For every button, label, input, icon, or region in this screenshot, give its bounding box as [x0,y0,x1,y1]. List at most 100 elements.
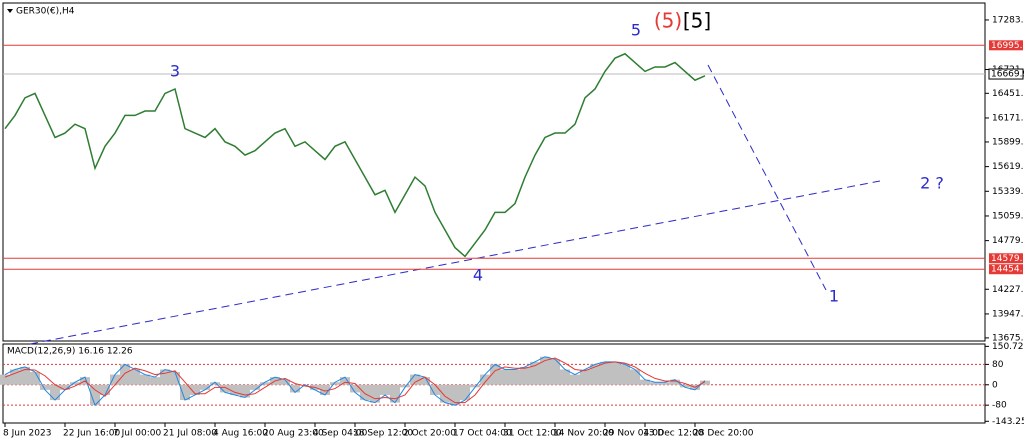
macd-bar [130,369,140,385]
x-tick-label: 4 Aug 16:00 [213,429,268,439]
macd-bar [640,379,650,385]
macd-bar [680,384,690,388]
x-tick-label: 18 Sep 12:00 [353,429,413,439]
y-tick-label: 13675.1 [992,333,1024,343]
y-tick-label: 15899.1 [992,137,1024,147]
y-tick-label: 16171.1 [992,113,1024,123]
wave-label: 2 ? [920,174,944,193]
wave-label: [5] [683,9,711,33]
macd-bar [200,384,210,390]
macd-bar [420,377,430,385]
macd-bar [590,364,600,385]
macd-bar [440,384,450,403]
x-tick-label: 31 Oct 12:00 [503,429,562,439]
signal-line [4,357,706,404]
macd-y-tick-label: -143.25 [992,417,1024,427]
y-tick-label: 15059.1 [992,211,1024,221]
level-label-bg [989,253,1023,264]
macd-bar [700,380,710,385]
x-tick-label: 21 Jul 08:00 [163,429,217,439]
macd-bar [120,364,130,385]
macd-bar [360,384,370,401]
price-line [4,52,706,258]
x-tick-label: 17 Oct 04:00 [453,429,512,439]
x-tick-label: 14 Nov 20:00 [553,429,614,439]
macd-bar [190,384,200,395]
y-tick-label: 14779.1 [992,236,1024,246]
macd-bar [510,369,520,385]
macd-bar [50,384,60,401]
macd-bar [260,382,270,385]
macd-bar [30,372,40,385]
level-label: 14454.7 [991,265,1024,275]
macd-bar [140,374,150,385]
level-label: 14579.1 [991,254,1024,264]
macd-y-tick-label: 150.72 [992,342,1024,352]
macd-bar [600,361,610,385]
macd-bar [40,384,50,390]
macd-bar [320,384,330,395]
y-tick-label: 15619.1 [992,162,1024,172]
price-frame [2,2,986,342]
macd-y-tick-label: 0 [992,380,998,390]
y-tick-label: 17283.5 [992,15,1024,25]
macd-bar [560,369,570,385]
x-tick-label: 7 Jul 00:00 [113,429,162,439]
wave-label: 3 [170,62,180,81]
current-price-bg [988,68,1024,80]
menu-triangle [7,9,13,13]
macd-bar [240,384,250,398]
macd-bar [380,384,390,395]
macd-bar [470,384,480,388]
macd-bar [460,384,470,401]
macd-bar [10,369,20,385]
x-tick-label: 13 Dec 12:00 [643,429,704,439]
macd-bar [580,369,590,385]
macd-bar [630,369,640,385]
macd-bar [540,356,550,385]
projection-line [707,64,827,291]
x-tick-label: 22 Jun 16:00 [63,429,120,439]
macd-bar [520,366,530,385]
macd-bar [150,377,160,385]
macd-bar [410,374,420,385]
x-tick-label: 28 Dec 20:00 [693,429,754,439]
macd-bar [570,374,580,385]
y-tick-label: 16451.1 [992,89,1024,99]
macd-y-tick-label: -80 [992,401,1007,411]
current-price-label: 16669.9 [991,70,1024,80]
macd-bar [660,382,670,385]
macd-bar [340,377,350,385]
macd-bar [650,382,660,385]
level-label-bg [989,40,1023,51]
macd-bar [160,369,170,385]
macd-bar [370,384,380,403]
level-label-bg [989,264,1023,275]
macd-bar [670,379,680,385]
macd-bar [330,382,340,385]
macd-bar [400,384,410,388]
x-tick-label: 8 Jun 2023 [3,429,51,439]
macd-bar [610,361,620,385]
macd-bar [0,374,10,385]
macd-bar [290,384,300,393]
macd-bar [450,384,460,406]
macd-title: MACD(12,26,9) 16.16 12.26 [7,347,133,357]
x-tick-label: 2 Oct 20:00 [403,429,456,439]
macd-line [4,356,706,407]
y-tick-label: 15339.1 [992,187,1024,197]
macd-bar [70,382,80,385]
macd-bar [280,379,290,385]
macd-y-tick-label: 80 [992,360,1004,370]
macd-bar [530,361,540,385]
x-tick-label: 29 Nov 04:00 [603,429,664,439]
macd-bar [110,374,120,385]
macd-bar [210,382,220,385]
macd-bar [550,359,560,385]
macd-bar [430,384,440,395]
macd-bar [620,364,630,385]
macd-bar [90,384,100,406]
x-tick-label: 4 Sep 04:00 [313,429,368,439]
y-tick-label: 13947.1 [992,309,1024,319]
